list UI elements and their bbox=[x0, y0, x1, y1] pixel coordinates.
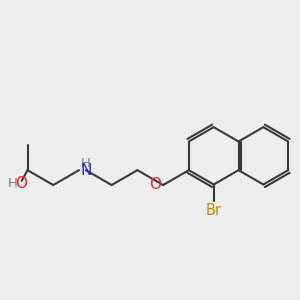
Text: Br: Br bbox=[206, 203, 222, 218]
Text: H: H bbox=[81, 157, 91, 170]
Text: N: N bbox=[80, 163, 92, 178]
Text: H: H bbox=[8, 178, 18, 190]
Text: O: O bbox=[149, 177, 161, 192]
Text: O: O bbox=[15, 176, 27, 191]
